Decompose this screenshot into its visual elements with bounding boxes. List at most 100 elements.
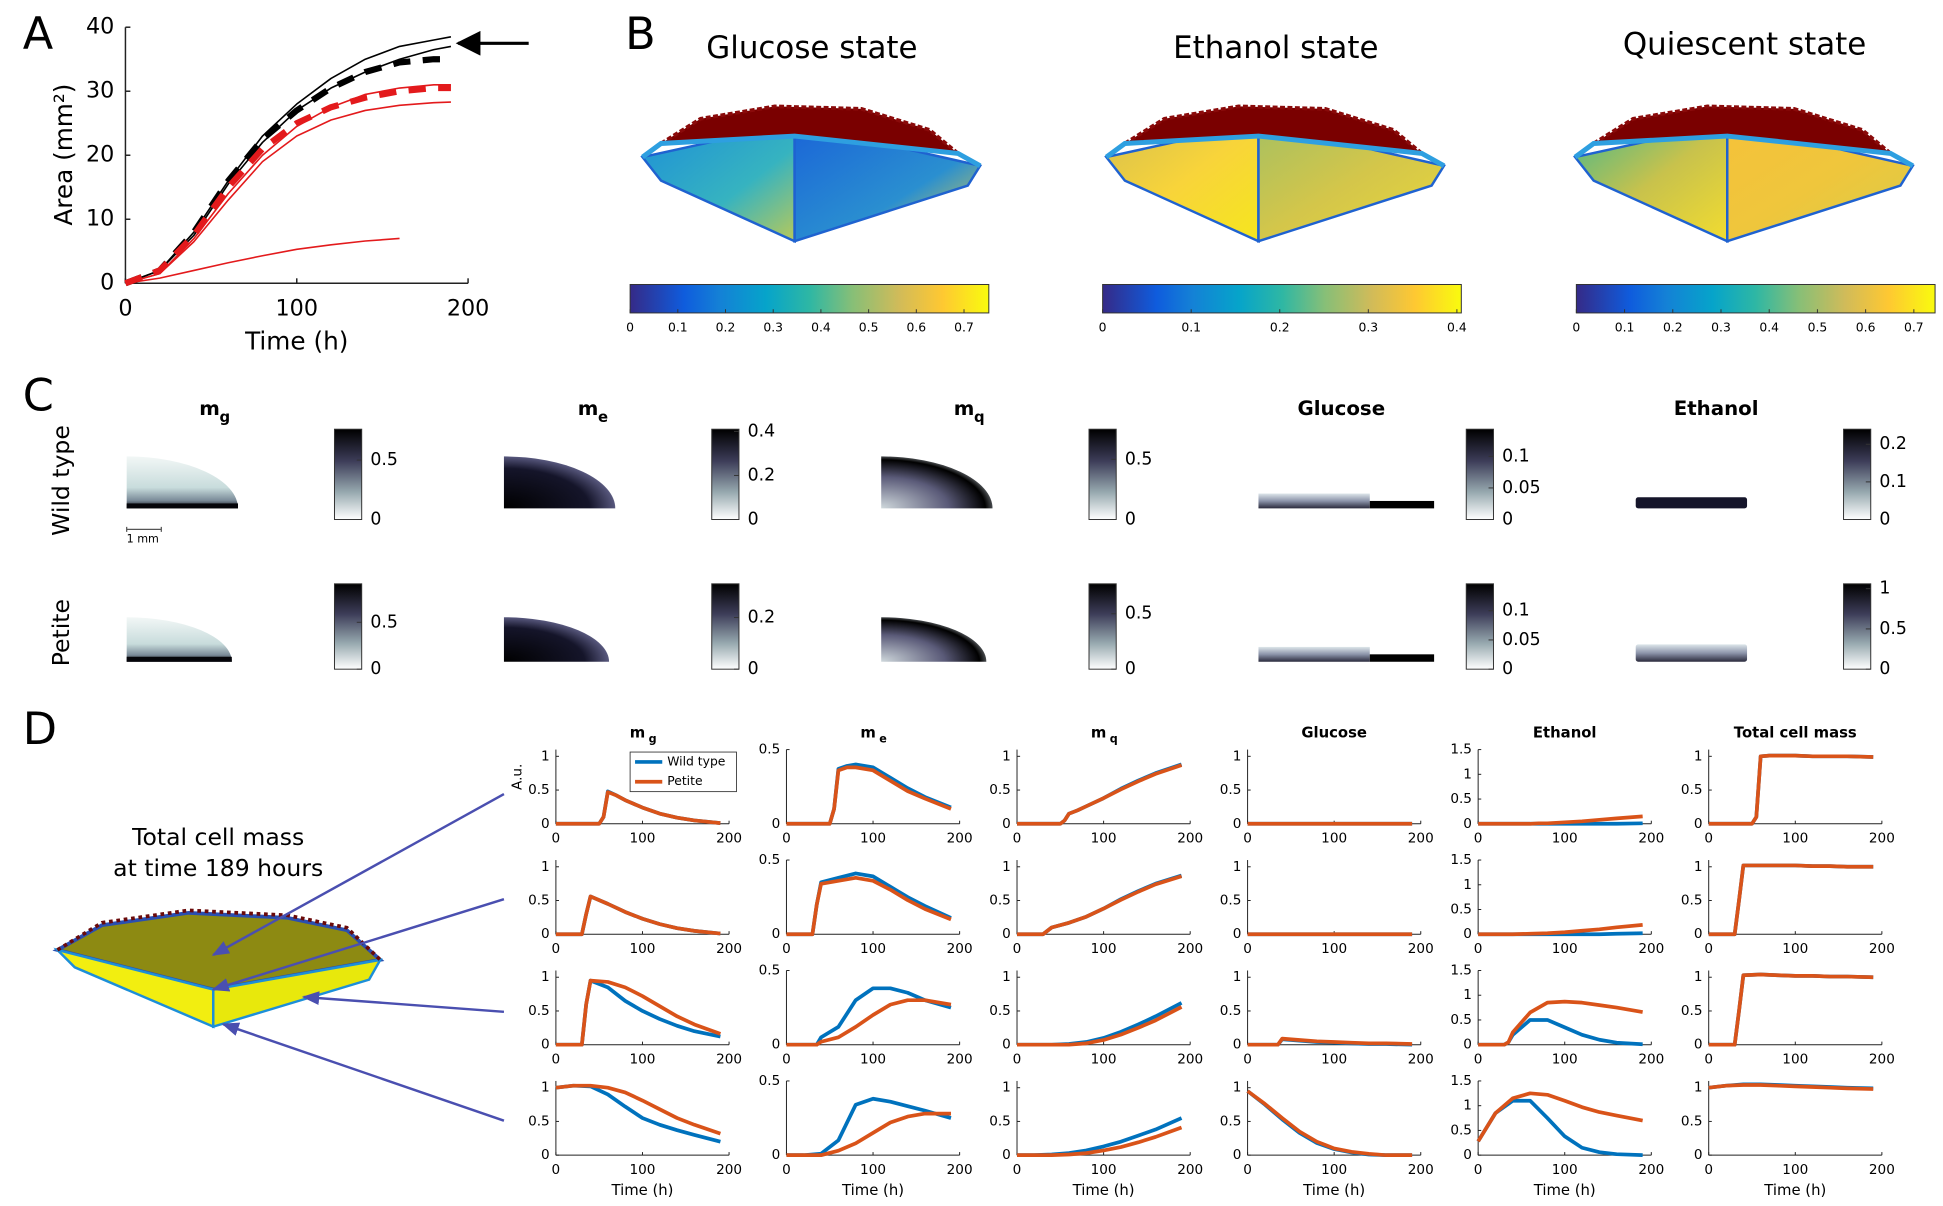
colorbar bbox=[1575, 283, 1936, 314]
x-tick-label: 200 bbox=[1869, 1052, 1895, 1068]
y-tick-label: 1 bbox=[1002, 969, 1011, 985]
x-tick-label: 100 bbox=[1552, 1052, 1578, 1068]
y-tick-label: 1.5 bbox=[1450, 742, 1472, 758]
x-tick-label: 100 bbox=[630, 1052, 656, 1068]
x-tick-label: 0 bbox=[1474, 941, 1483, 957]
y-tick-label: 1.5 bbox=[1450, 1073, 1472, 1089]
y-tick-label: 0 bbox=[772, 926, 781, 942]
x-axis-label: Time (h) bbox=[610, 1182, 673, 1199]
x-tick-label: 100 bbox=[1782, 1162, 1808, 1178]
heatmap-title: m bbox=[199, 397, 220, 420]
y-tick-label: 0 bbox=[1002, 1147, 1011, 1163]
y-tick-label: 0.5 bbox=[989, 1113, 1011, 1129]
y-tick-label: 1 bbox=[1002, 859, 1011, 875]
y-tick-label: 0.5 bbox=[1681, 782, 1703, 798]
y-tick-label: 0.5 bbox=[1220, 782, 1242, 798]
colorbar-tick-label: 0.1 bbox=[1879, 472, 1907, 492]
colorbar-tick-label: 0.2 bbox=[1270, 320, 1290, 334]
colorbar-tick-label: 0.2 bbox=[1879, 434, 1907, 454]
pointer-arrow bbox=[211, 898, 505, 992]
colorbar-tick-label: 0.05 bbox=[1502, 478, 1541, 498]
scale-bar bbox=[126, 526, 162, 532]
column-title-sub: g bbox=[649, 733, 657, 746]
heatmap bbox=[881, 617, 987, 662]
x-tick-label: 0 bbox=[1704, 941, 1713, 957]
y-tick-label: 0 bbox=[772, 1147, 781, 1163]
y-tick-label: 1 bbox=[541, 1080, 550, 1096]
render-face bbox=[793, 122, 983, 243]
colorbar-tick-label: 0 bbox=[1125, 659, 1136, 679]
colorbar bbox=[711, 428, 740, 521]
x-tick-label: 0 bbox=[782, 941, 791, 957]
data-line bbox=[555, 978, 722, 1047]
column-title: Total cell mass bbox=[1734, 724, 1857, 741]
column-title-sub: q bbox=[1110, 733, 1118, 746]
render-face bbox=[1726, 122, 1915, 243]
x-axis-label: Time (h) bbox=[1533, 1182, 1596, 1199]
data-line bbox=[125, 36, 452, 285]
row-label: Petite bbox=[47, 599, 75, 666]
x-tick-label: 200 bbox=[1869, 831, 1895, 847]
colorbar-tick-label: 0.1 bbox=[668, 320, 688, 334]
pointer-arrow bbox=[211, 793, 505, 956]
heatmap-title-sub: e bbox=[598, 409, 608, 426]
heatmap bbox=[503, 456, 616, 509]
column-title-sub: e bbox=[879, 733, 887, 746]
colorbar-tick-label: 0.7 bbox=[954, 320, 974, 334]
data-line bbox=[124, 56, 451, 287]
x-tick-label: 200 bbox=[1177, 941, 1203, 957]
x-tick-label: 200 bbox=[1638, 1052, 1664, 1068]
data-line bbox=[125, 101, 451, 285]
x-axis-label: Time (h) bbox=[244, 327, 348, 356]
heatmap-title: m bbox=[954, 397, 975, 420]
x-tick-label: 0 bbox=[1704, 1052, 1713, 1068]
y-axis-label: Area (mm²) bbox=[49, 84, 78, 226]
y-tick-label: 30 bbox=[86, 78, 114, 104]
y-tick-label: 1 bbox=[1233, 748, 1242, 764]
x-tick-label: 200 bbox=[1869, 941, 1895, 957]
render-caption: Total cell mass bbox=[131, 823, 304, 851]
x-tick-label: 100 bbox=[1782, 941, 1808, 957]
colorbar-tick-label: 0.7 bbox=[1904, 320, 1924, 334]
colorbar-tick-label: 0.2 bbox=[748, 607, 776, 627]
colorbar-tick-label: 0 bbox=[1502, 510, 1513, 530]
y-tick-label: 1 bbox=[1694, 748, 1703, 764]
y-tick-label: 1 bbox=[541, 859, 550, 875]
pointer-arrow bbox=[301, 991, 505, 1014]
x-tick-label: 100 bbox=[1552, 831, 1578, 847]
data-line bbox=[1708, 1083, 1874, 1091]
heatmap-title: m bbox=[578, 397, 599, 420]
x-tick-label: 200 bbox=[447, 296, 489, 322]
x-tick-label: 200 bbox=[716, 1052, 742, 1068]
data-line bbox=[1478, 1018, 1643, 1047]
colorbar-tick-label: 0.3 bbox=[763, 320, 783, 334]
x-tick-label: 200 bbox=[1869, 1162, 1895, 1178]
colorbar-tick-label: 0.4 bbox=[1759, 320, 1779, 334]
x-tick-label: 200 bbox=[947, 1052, 973, 1068]
colorbar-tick-label: 0.2 bbox=[716, 320, 736, 334]
y-tick-label: 0.5 bbox=[1681, 893, 1703, 909]
heatmap bbox=[126, 503, 239, 509]
x-tick-label: 100 bbox=[1321, 1052, 1347, 1068]
y-tick-label: 0 bbox=[541, 926, 550, 942]
y-tick-label: 0.5 bbox=[528, 893, 550, 909]
y-tick-label: 0 bbox=[541, 816, 550, 832]
data-line bbox=[786, 875, 952, 937]
y-tick-label: 0 bbox=[1233, 926, 1242, 942]
colorbar-tick-label: 0.1 bbox=[1615, 320, 1635, 334]
data-line bbox=[555, 790, 721, 826]
x-tick-label: 100 bbox=[1321, 1162, 1347, 1178]
data-line bbox=[124, 84, 451, 287]
data-line bbox=[786, 1111, 951, 1158]
column-title: m bbox=[860, 724, 875, 741]
y-tick-label: 0 bbox=[1233, 1147, 1242, 1163]
colorbar-tick-label: 0.3 bbox=[1358, 320, 1378, 334]
y-tick-label: 1 bbox=[1233, 859, 1242, 875]
y-tick-label: 0.5 bbox=[759, 962, 781, 978]
data-line bbox=[786, 871, 952, 937]
x-tick-label: 200 bbox=[716, 831, 742, 847]
x-tick-label: 100 bbox=[630, 1162, 656, 1178]
panel-label: A bbox=[23, 9, 54, 60]
colorbar-tick-label: 0 bbox=[1125, 510, 1136, 530]
